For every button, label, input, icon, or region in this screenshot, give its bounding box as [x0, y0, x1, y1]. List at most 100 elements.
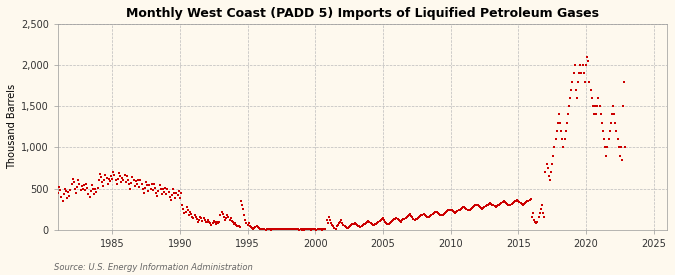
Point [290, 227, 300, 231]
Point [223, 215, 234, 220]
Point [594, 104, 605, 108]
Point [485, 201, 495, 205]
Point [369, 223, 379, 227]
Point [521, 200, 532, 204]
Point [230, 221, 240, 226]
Point [325, 221, 336, 226]
Point [123, 177, 134, 182]
Point [439, 211, 450, 216]
Point [317, 227, 327, 232]
Point [543, 174, 554, 178]
Point [539, 215, 549, 220]
Point [187, 214, 198, 219]
Point [379, 218, 389, 222]
Point [212, 220, 223, 225]
Point [101, 176, 112, 180]
Point [432, 210, 443, 214]
Point [226, 219, 237, 223]
Point [602, 145, 613, 150]
Point [518, 202, 529, 206]
Point [61, 189, 72, 193]
Point [371, 221, 381, 226]
Point [332, 223, 343, 227]
Point [56, 195, 67, 199]
Point [95, 172, 105, 176]
Point [92, 186, 103, 190]
Point [459, 205, 470, 209]
Point [346, 223, 357, 227]
Point [176, 191, 186, 195]
Point [476, 206, 487, 210]
Point [327, 223, 338, 227]
Point [431, 210, 441, 214]
Point [533, 215, 544, 220]
Point [97, 180, 107, 184]
Point [439, 211, 450, 215]
Point [380, 219, 391, 224]
Point [424, 214, 435, 219]
Point [202, 220, 213, 225]
Point [61, 196, 72, 200]
Point [105, 179, 115, 183]
Point [91, 190, 102, 194]
Point [363, 219, 374, 223]
Point [321, 218, 332, 222]
Point [283, 227, 294, 231]
Point [397, 218, 408, 222]
Point [253, 226, 264, 230]
Point [500, 201, 511, 205]
Point [493, 203, 504, 208]
Point [167, 187, 178, 192]
Point [456, 206, 467, 210]
Point [560, 129, 571, 133]
Point [353, 224, 364, 228]
Point [377, 217, 387, 222]
Point [145, 186, 156, 191]
Point [331, 224, 342, 229]
Point [216, 210, 227, 214]
Point [360, 221, 371, 226]
Point [236, 199, 246, 203]
Point [137, 187, 148, 192]
Point [489, 204, 500, 208]
Point [298, 227, 309, 232]
Point [258, 227, 269, 231]
Point [209, 220, 220, 225]
Point [277, 227, 288, 231]
Point [311, 227, 322, 232]
Point [315, 227, 326, 232]
Point [222, 213, 233, 217]
Point [132, 182, 142, 187]
Point [604, 129, 615, 133]
Point [414, 214, 425, 218]
Point [419, 213, 430, 217]
Point [446, 207, 456, 212]
Point [86, 183, 97, 188]
Point [446, 208, 457, 213]
Point [207, 221, 218, 226]
Point [597, 129, 608, 133]
Point [599, 137, 610, 141]
Point [545, 170, 556, 174]
Point [288, 227, 298, 232]
Point [256, 227, 267, 232]
Point [448, 209, 458, 213]
Point [414, 215, 425, 219]
Point [551, 129, 562, 133]
Point [88, 186, 99, 191]
Point [54, 185, 65, 189]
Point [392, 216, 403, 221]
Point [416, 213, 427, 218]
Point [338, 223, 349, 227]
Point [116, 180, 127, 184]
Point [170, 196, 181, 201]
Point [486, 202, 497, 206]
Point [301, 227, 312, 231]
Point [130, 179, 141, 183]
Point [389, 217, 400, 222]
Point [153, 189, 164, 193]
Point [480, 204, 491, 208]
Point [481, 203, 492, 208]
Point [98, 184, 109, 188]
Point [442, 209, 453, 213]
